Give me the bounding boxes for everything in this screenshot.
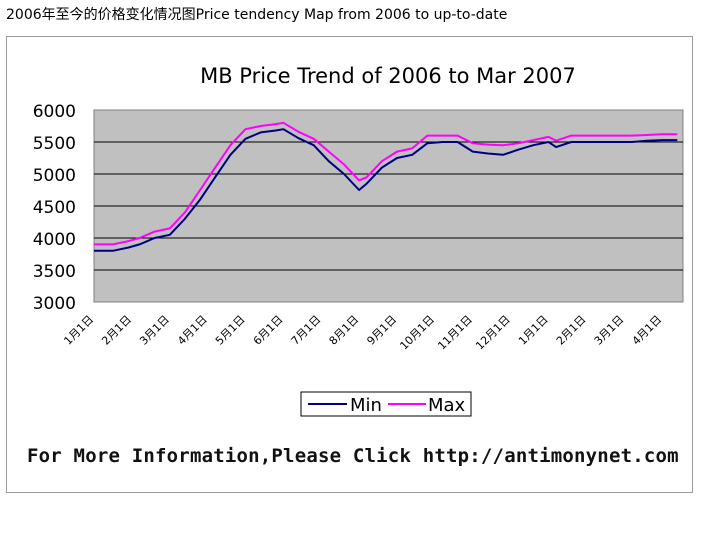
legend: Min Max [300,391,472,417]
x-tick-label: 3月1日 [592,313,627,348]
price-trend-chart: MB Price Trend of 2006 to Mar 2007 6000 5… [33,64,684,417]
x-tick-label: 5月1日 [213,313,248,348]
x-tick-label: 7月1日 [289,313,324,348]
x-tick-label: 2月1日 [554,313,589,348]
chart-title: MB Price Trend of 2006 to Mar 2007 [200,64,576,88]
series-lines [94,121,678,252]
y-tick-label: 5500 [33,134,76,154]
y-tick-label: 3500 [33,262,76,282]
page-caption: 2006年至今的价格变化情况图Price tendency Map from 2… [6,7,508,23]
x-tick-label: 1月1日 [61,313,96,348]
chart-frame: MB Price Trend of 2006 to Mar 2007 6000 5… [6,36,693,493]
x-tick-label: 2月1日 [99,313,134,348]
x-axis-ticks: 1月1日 2月1日 3月1日 4月1日 5月1日 6月1日 7月1日 8月1日 9月1日10月1… [61,313,664,353]
y-tick-label: 5000 [33,166,76,186]
legend-max-label: Max [428,395,466,416]
x-tick-label: 4月1日 [630,313,665,348]
footer-info-link[interactable]: For More Information,Please Click http:/… [27,445,679,467]
x-tick-label: 3月1日 [137,313,172,348]
x-tick-label: 6月1日 [251,313,286,348]
series-line-max [94,121,678,246]
y-tick-label: 4000 [33,230,76,250]
x-tick-label: 1月1日 [516,313,551,348]
x-tick-label: 9月1日 [364,313,399,348]
y-tick-label: 3000 [33,294,76,314]
y-tick-label: 4500 [33,198,76,218]
y-tick-label: 6000 [33,102,76,122]
x-tick-label: 12月1日 [473,313,513,353]
y-axis-ticks: 6000 5500 5000 4500 4000 3500 3000 [33,102,76,314]
x-tick-label: 4月1日 [175,313,210,348]
legend-min-label: Min [350,395,382,416]
series-line-min [94,128,678,252]
x-tick-label: 11月1日 [435,313,475,353]
x-tick-label: 10月1日 [397,313,437,353]
x-tick-label: 8月1日 [327,313,362,348]
